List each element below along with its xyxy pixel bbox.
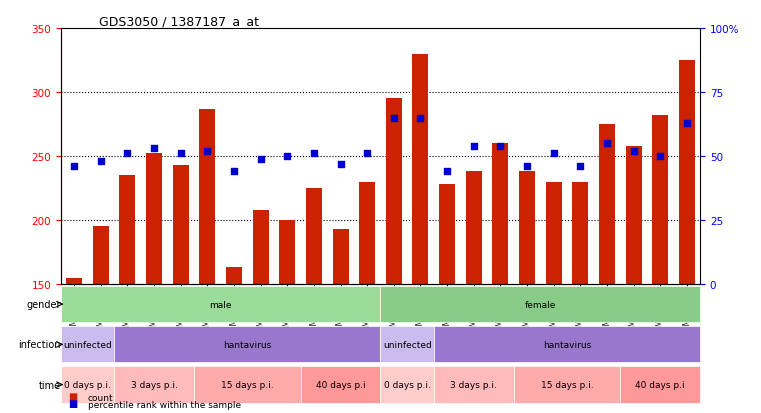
Text: 3 days p.i.: 3 days p.i. xyxy=(451,380,497,389)
FancyBboxPatch shape xyxy=(61,286,380,323)
Point xyxy=(441,169,454,175)
Point xyxy=(175,151,187,157)
FancyBboxPatch shape xyxy=(61,367,114,403)
Bar xyxy=(412,55,428,284)
Point xyxy=(680,120,693,127)
Bar xyxy=(66,278,82,284)
Point xyxy=(521,164,533,170)
Bar xyxy=(93,227,109,284)
Bar xyxy=(439,185,455,284)
Text: GDS3050 / 1387187_a_at: GDS3050 / 1387187_a_at xyxy=(99,15,260,28)
FancyBboxPatch shape xyxy=(434,326,700,363)
Text: hantavirus: hantavirus xyxy=(543,340,591,349)
Point xyxy=(627,148,639,155)
Point xyxy=(94,159,107,165)
Bar xyxy=(652,116,668,284)
Point xyxy=(654,153,667,160)
Point xyxy=(547,151,559,157)
Text: male: male xyxy=(209,300,232,309)
Text: 15 days p.i.: 15 days p.i. xyxy=(221,380,274,389)
Text: uninfected: uninfected xyxy=(63,340,112,349)
Point xyxy=(201,148,213,155)
Point xyxy=(414,115,426,121)
Point xyxy=(334,161,346,168)
FancyBboxPatch shape xyxy=(194,367,301,403)
Bar xyxy=(572,182,588,284)
Bar xyxy=(199,109,215,284)
Text: infection: infection xyxy=(18,339,61,349)
Bar xyxy=(466,172,482,284)
FancyBboxPatch shape xyxy=(620,367,700,403)
FancyBboxPatch shape xyxy=(380,367,434,403)
FancyBboxPatch shape xyxy=(114,326,380,363)
Bar xyxy=(173,166,189,284)
Bar xyxy=(386,99,402,284)
Bar xyxy=(226,268,242,284)
Text: uninfected: uninfected xyxy=(383,340,431,349)
Bar xyxy=(279,221,295,284)
Bar xyxy=(599,125,615,284)
Text: 15 days p.i.: 15 days p.i. xyxy=(540,380,594,389)
Bar xyxy=(492,144,508,284)
Text: 3 days p.i.: 3 days p.i. xyxy=(131,380,177,389)
Bar xyxy=(253,210,269,284)
Point xyxy=(148,146,161,152)
Point xyxy=(307,151,320,157)
Bar xyxy=(359,182,375,284)
Bar xyxy=(333,229,349,284)
Text: 40 days p.i: 40 days p.i xyxy=(635,380,685,389)
Point xyxy=(574,164,586,170)
Bar xyxy=(306,189,322,284)
Text: gender: gender xyxy=(27,299,61,309)
Point xyxy=(387,115,400,121)
Point xyxy=(228,169,240,175)
FancyBboxPatch shape xyxy=(61,326,114,363)
Text: hantavirus: hantavirus xyxy=(223,340,272,349)
Text: ■: ■ xyxy=(68,391,78,401)
Bar xyxy=(119,176,135,284)
Text: count: count xyxy=(88,393,113,402)
Bar xyxy=(546,182,562,284)
Text: ■: ■ xyxy=(68,398,78,408)
Bar xyxy=(519,172,535,284)
Text: 0 days p.i.: 0 days p.i. xyxy=(64,380,111,389)
Point xyxy=(361,151,373,157)
Point xyxy=(600,140,613,147)
Bar xyxy=(626,146,642,284)
FancyBboxPatch shape xyxy=(301,367,380,403)
Point xyxy=(68,164,81,170)
Text: time: time xyxy=(39,380,61,389)
Point xyxy=(122,151,134,157)
Point xyxy=(282,153,294,160)
Bar xyxy=(679,61,695,284)
Point xyxy=(495,143,507,150)
FancyBboxPatch shape xyxy=(114,367,194,403)
FancyBboxPatch shape xyxy=(514,367,620,403)
Point xyxy=(467,143,479,150)
FancyBboxPatch shape xyxy=(434,367,514,403)
FancyBboxPatch shape xyxy=(380,326,434,363)
Text: 40 days p.i: 40 days p.i xyxy=(316,380,365,389)
Text: percentile rank within the sample: percentile rank within the sample xyxy=(88,400,240,409)
Point xyxy=(254,156,266,162)
Text: female: female xyxy=(524,300,556,309)
FancyBboxPatch shape xyxy=(380,286,700,323)
Bar xyxy=(146,154,162,284)
Text: 0 days p.i.: 0 days p.i. xyxy=(384,380,431,389)
